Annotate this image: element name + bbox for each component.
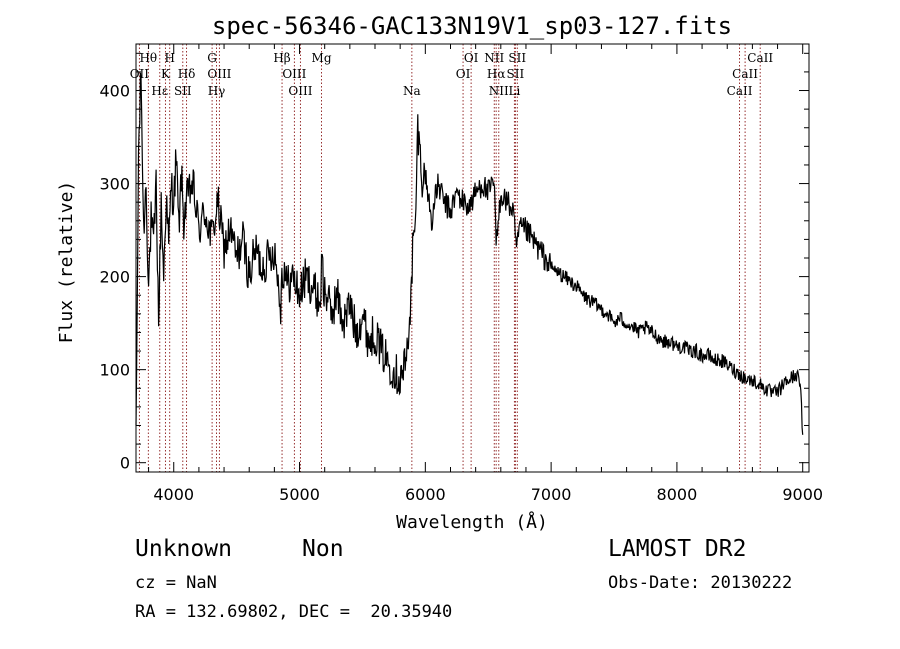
spectrum-line: [135, 72, 804, 435]
y-tick-label: 200: [99, 268, 130, 287]
x-tick-label: 5000: [279, 485, 320, 504]
x-axis: 4000 5000 6000 7000 8000 9000: [148, 44, 823, 504]
line-marker-label: Hβ: [273, 51, 290, 65]
redshift-label: cz = NaN: [135, 573, 217, 593]
y-tick-label: 0: [120, 454, 130, 473]
line-marker-label: SII: [174, 84, 192, 98]
obs-date-label: Obs-Date: 20130222: [608, 573, 793, 593]
line-marker-label: Hθ: [139, 51, 157, 65]
line-marker-label: Hγ: [208, 84, 226, 98]
line-marker-label: G: [207, 51, 217, 65]
line-marker-label: K: [161, 67, 171, 81]
chart-title: spec-56346-GAC133N19V1_sp03-127.fits: [212, 12, 732, 40]
y-axis: 0 100 200 300 400: [99, 52, 809, 473]
line-marker-label: Hε: [151, 84, 168, 98]
line-marker-label: SII: [508, 51, 526, 65]
x-tick-label: 7000: [531, 485, 572, 504]
line-marker-label: NII: [489, 84, 509, 98]
line-marker-label: CaII: [747, 51, 773, 65]
line-marker-label: SII: [507, 67, 525, 81]
line-marker-label: OIII: [288, 84, 312, 98]
line-marker-label: NII: [484, 51, 504, 65]
line-marker-label: Hδ: [178, 67, 196, 81]
line-marker-label: CaII: [732, 67, 758, 81]
line-marker-label: OIII: [282, 67, 306, 81]
x-tick-label: 4000: [153, 485, 194, 504]
x-tick-label: 8000: [657, 485, 698, 504]
line-marker-label: H: [164, 51, 174, 65]
x-tick-label: 6000: [405, 485, 446, 504]
y-tick-label: 400: [99, 82, 130, 101]
line-marker-label: OII: [130, 67, 150, 81]
line-marker-label: Li: [508, 84, 520, 98]
object-class-label: Unknown: [135, 536, 232, 562]
line-marker-label: CaII: [727, 84, 753, 98]
survey-label: LAMOST DR2: [608, 536, 747, 562]
y-tick-label: 300: [99, 175, 130, 194]
line-marker-label: Hα: [487, 67, 506, 81]
x-tick-label: 9000: [782, 485, 823, 504]
line-marker-label: Na: [403, 84, 421, 98]
object-subclass-label: Non: [302, 536, 344, 562]
line-marker-label: OIII: [207, 67, 231, 81]
y-axis-label: Flux (relative): [56, 181, 77, 344]
y-tick-label: 100: [99, 361, 130, 380]
line-marker-label: OI: [464, 51, 479, 65]
x-axis-label: Wavelength (Å): [396, 511, 548, 533]
coordinates-label: RA = 132.69802, DEC = 20.35940: [135, 602, 453, 622]
line-marker-label: OI: [456, 67, 471, 81]
line-marker-label: Mg: [312, 51, 332, 65]
